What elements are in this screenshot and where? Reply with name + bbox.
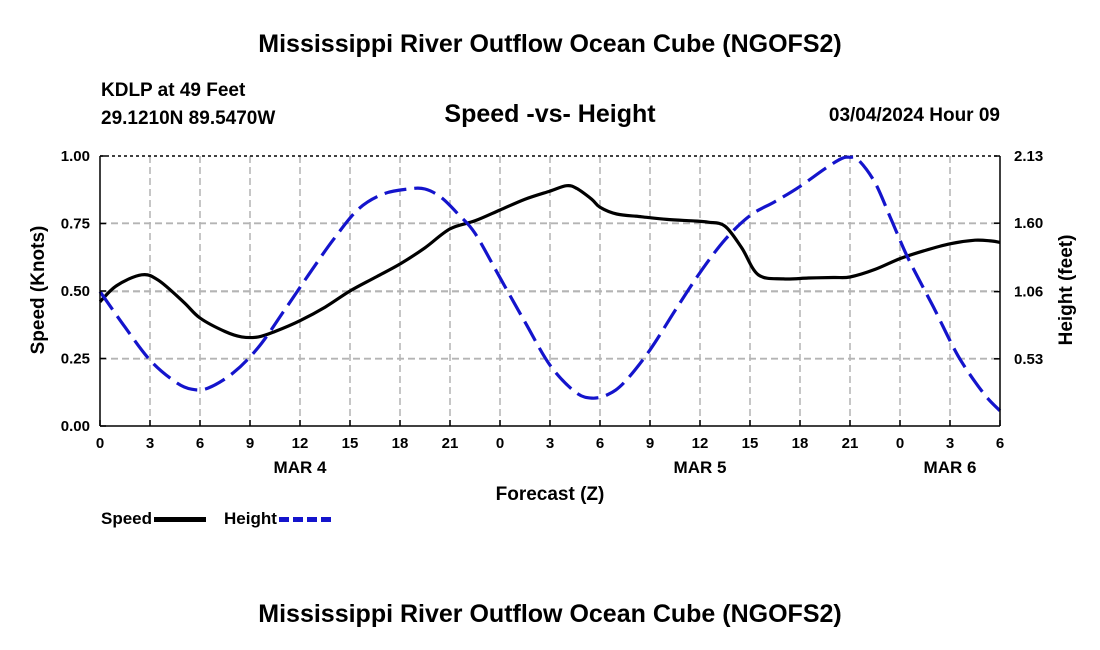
y-left-tick-label: 1.00 bbox=[61, 148, 90, 165]
x-tick-label: 12 bbox=[692, 435, 709, 452]
x-tick-label: 6 bbox=[596, 435, 604, 452]
forecast-datetime: 03/04/2024 Hour 09 bbox=[828, 105, 1000, 126]
footer-title: Mississippi River Outflow Ocean Cube (NG… bbox=[258, 600, 842, 628]
station-coordinates: 29.1210N 89.5470W bbox=[101, 108, 276, 129]
y-left-tick-label: 0.00 bbox=[61, 418, 90, 435]
date-label: MAR 5 bbox=[674, 458, 727, 477]
x-axis-label: Forecast (Z) bbox=[496, 484, 605, 505]
height-series-line bbox=[98, 155, 1002, 412]
series-lines bbox=[98, 155, 1002, 412]
x-tick-label: 9 bbox=[646, 435, 654, 452]
x-tick-label: 6 bbox=[996, 435, 1004, 452]
legend: Speed Height bbox=[101, 509, 349, 529]
x-tick-label: 0 bbox=[496, 435, 504, 452]
chart-subtitle: Speed -vs- Height bbox=[444, 100, 656, 128]
chart-title: Mississippi River Outflow Ocean Cube (NG… bbox=[258, 30, 842, 58]
legend-item-height: Height bbox=[224, 509, 331, 529]
x-tick-label: 15 bbox=[742, 435, 759, 452]
station-name: KDLP at 49 Feet bbox=[101, 80, 246, 101]
x-tick-label: 3 bbox=[146, 435, 154, 452]
x-tick-label: 18 bbox=[392, 435, 409, 452]
x-tick-label: 9 bbox=[246, 435, 254, 452]
y-left-tick-label: 0.50 bbox=[61, 283, 90, 300]
legend-height-label: Height bbox=[224, 509, 277, 528]
x-tick-label: 0 bbox=[96, 435, 104, 452]
x-tick-label: 0 bbox=[896, 435, 904, 452]
legend-speed-label: Speed bbox=[101, 509, 153, 528]
x-tick-label: 3 bbox=[946, 435, 954, 452]
y-left-tick-label: 0.75 bbox=[61, 216, 90, 233]
x-tick-label: 12 bbox=[292, 435, 309, 452]
legend-height-line bbox=[278, 516, 331, 522]
speed-series-line bbox=[98, 184, 1001, 340]
x-tick-label: 6 bbox=[196, 435, 204, 452]
y-right-tick-label: 1.06 bbox=[1014, 284, 1043, 301]
axes: 0 3 6 9 12 15 18 21 0 3 6 9 12 15 18 21 0 3 6 MAR 4 MAR 5 MAR… bbox=[61, 148, 1043, 477]
y-right-tick-label: 0.53 bbox=[1014, 351, 1043, 368]
x-tick-label: 18 bbox=[792, 435, 809, 452]
y-right-tick-label: 2.13 bbox=[1014, 148, 1043, 165]
y-right-tick-label: 1.60 bbox=[1014, 215, 1043, 232]
x-tick-label: 15 bbox=[342, 435, 359, 452]
legend-speed-line bbox=[154, 516, 207, 522]
x-tick-label: 21 bbox=[442, 435, 459, 452]
station-info: KDLP at 49 Feet 29.1210N 89.5470W bbox=[101, 77, 275, 133]
date-label: MAR 6 bbox=[924, 458, 977, 477]
y-left-tick-label: 0.25 bbox=[61, 351, 90, 368]
date-label: MAR 4 bbox=[274, 458, 327, 477]
x-tick-label: 3 bbox=[546, 435, 554, 452]
grid-lines bbox=[100, 155, 1000, 426]
x-tick-label: 21 bbox=[842, 435, 859, 452]
y-right-axis-label: Height (feet) bbox=[1056, 235, 1077, 346]
legend-item-speed: Speed bbox=[101, 509, 207, 529]
y-left-axis-label: Speed (Knots) bbox=[28, 226, 49, 355]
